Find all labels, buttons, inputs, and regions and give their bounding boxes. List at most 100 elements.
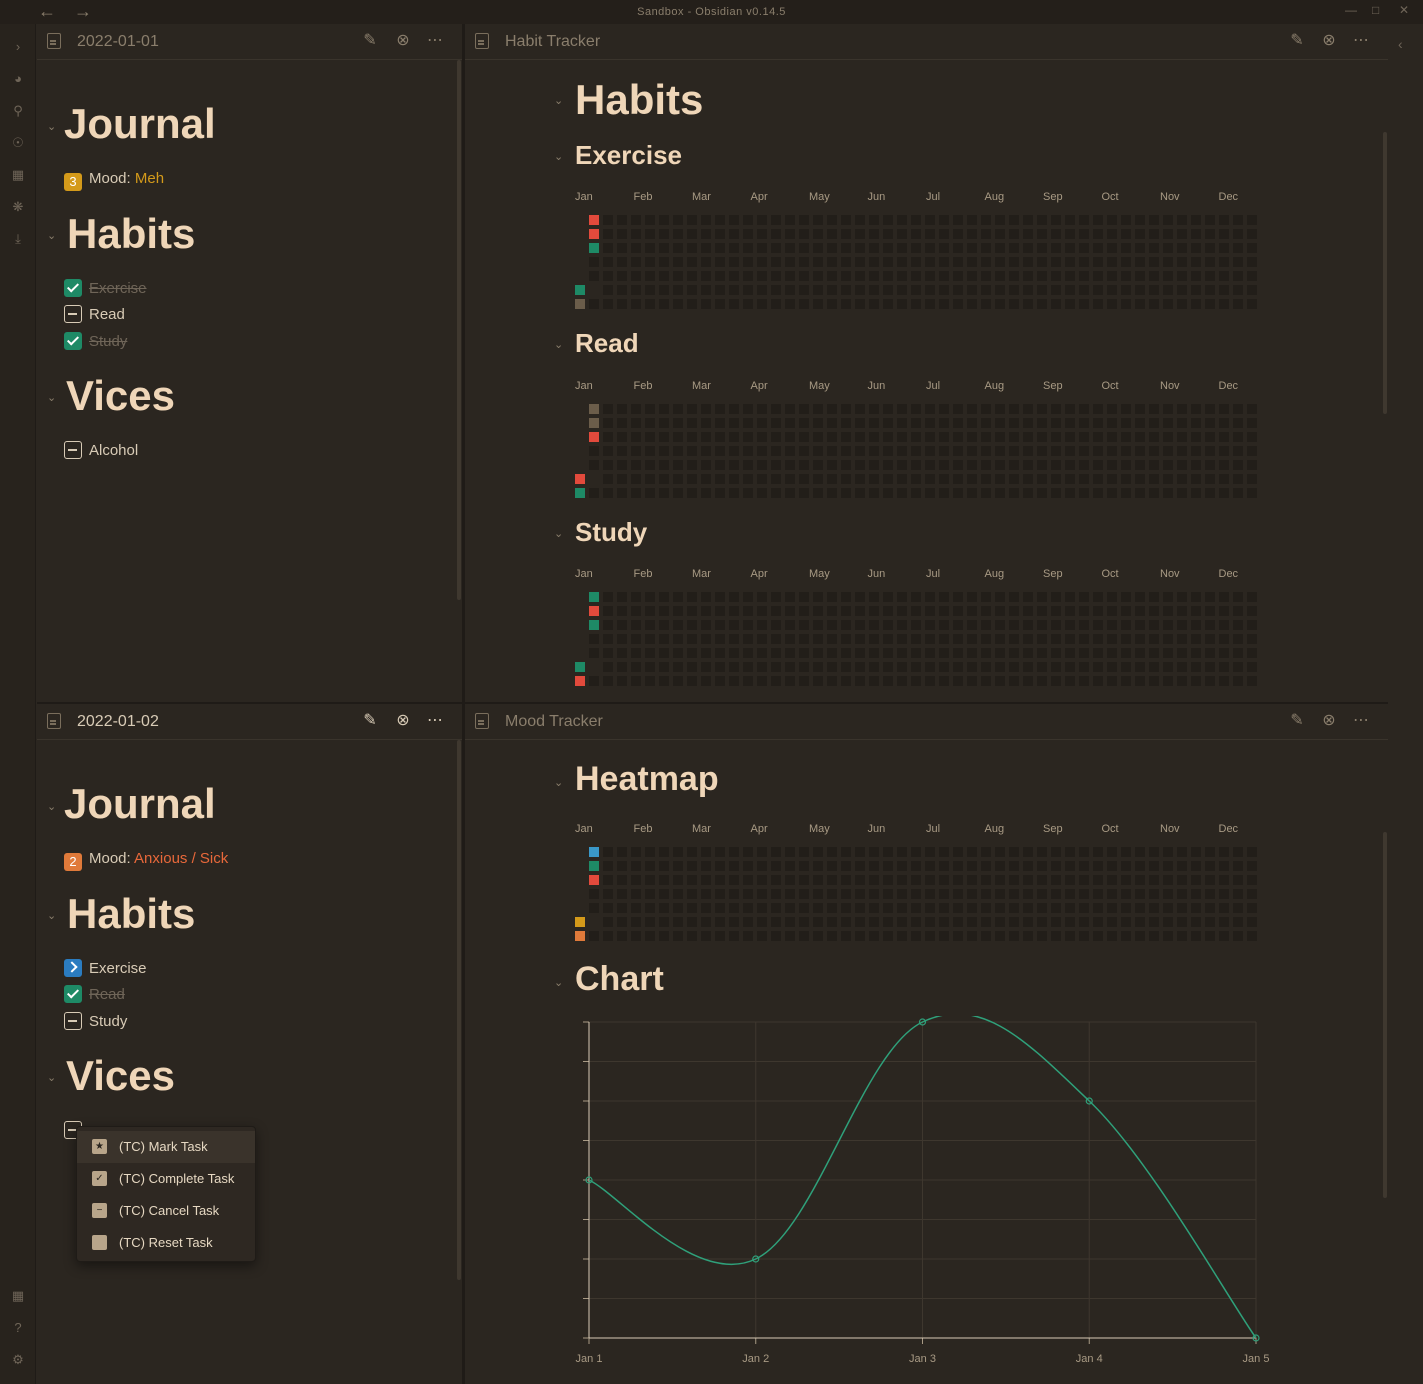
- heatmap-cell[interactable]: [1149, 676, 1159, 686]
- heatmap-cell[interactable]: [995, 243, 1005, 253]
- heatmap-cell[interactable]: [1191, 229, 1201, 239]
- heatmap-cell[interactable]: [785, 418, 795, 428]
- heatmap-cell[interactable]: [673, 861, 683, 871]
- heatmap-cell[interactable]: [1177, 889, 1187, 899]
- heatmap-cell[interactable]: [869, 592, 879, 602]
- heatmap-cell[interactable]: [1247, 917, 1257, 927]
- heatmap-cell[interactable]: [687, 606, 697, 616]
- heatmap-cell[interactable]: [911, 676, 921, 686]
- heatmap-cell[interactable]: [1135, 648, 1145, 658]
- heatmap-cell[interactable]: [1037, 215, 1047, 225]
- heatmap-cell[interactable]: [1051, 917, 1061, 927]
- heatmap-cell[interactable]: [1079, 229, 1089, 239]
- heatmap-cell[interactable]: [1191, 432, 1201, 442]
- heatmap-cell[interactable]: [589, 243, 599, 253]
- heatmap-cell[interactable]: [631, 474, 641, 484]
- heatmap-cell[interactable]: [645, 634, 655, 644]
- heatmap-cell[interactable]: [645, 299, 655, 309]
- heatmap-cell[interactable]: [911, 271, 921, 281]
- heatmap-cell[interactable]: [981, 676, 991, 686]
- heatmap-cell[interactable]: [1247, 285, 1257, 295]
- heatmap-cell[interactable]: [1177, 931, 1187, 941]
- heatmap-cell[interactable]: [1191, 460, 1201, 470]
- heatmap-cell[interactable]: [1107, 662, 1117, 672]
- heatmap-cell[interactable]: [883, 299, 893, 309]
- more-options-icon[interactable]: ⋯: [1353, 32, 1369, 49]
- heatmap-cell[interactable]: [645, 243, 655, 253]
- heatmap-cell[interactable]: [1191, 215, 1201, 225]
- heatmap-cell[interactable]: [869, 215, 879, 225]
- heatmap-cell[interactable]: [1163, 299, 1173, 309]
- heatmap-cell[interactable]: [1135, 446, 1145, 456]
- heatmap-cell[interactable]: [785, 931, 795, 941]
- scrollbar[interactable]: [457, 740, 461, 1280]
- heatmap-cell[interactable]: [1205, 488, 1215, 498]
- task-checkbox[interactable]: [64, 441, 82, 459]
- heatmap-cell[interactable]: [1163, 488, 1173, 498]
- heatmap-cell[interactable]: [659, 404, 669, 414]
- heatmap-cell[interactable]: [729, 676, 739, 686]
- heatmap-cell[interactable]: [1107, 917, 1117, 927]
- task-checkbox[interactable]: [64, 305, 82, 323]
- heatmap-cell[interactable]: [1135, 299, 1145, 309]
- heatmap-cell[interactable]: [729, 474, 739, 484]
- heatmap-cell[interactable]: [1121, 474, 1131, 484]
- heatmap-cell[interactable]: [1009, 460, 1019, 470]
- heatmap-cell[interactable]: [911, 432, 921, 442]
- heatmap-cell[interactable]: [1205, 271, 1215, 281]
- heatmap-cell[interactable]: [743, 861, 753, 871]
- heatmap-cell[interactable]: [939, 404, 949, 414]
- heatmap-cell[interactable]: [673, 271, 683, 281]
- heatmap-cell[interactable]: [687, 215, 697, 225]
- heatmap-cell[interactable]: [1107, 488, 1117, 498]
- heatmap-cell[interactable]: [1093, 460, 1103, 470]
- heatmap-cell[interactable]: [1093, 404, 1103, 414]
- heatmap-cell[interactable]: [897, 285, 907, 295]
- heatmap-cell[interactable]: [659, 606, 669, 616]
- heatmap-cell[interactable]: [715, 299, 725, 309]
- heatmap-cell[interactable]: [687, 488, 697, 498]
- heatmap-cell[interactable]: [1135, 676, 1145, 686]
- heatmap-cell[interactable]: [757, 903, 767, 913]
- heatmap-cell[interactable]: [1149, 606, 1159, 616]
- heatmap-cell[interactable]: [1163, 847, 1173, 857]
- heatmap-cell[interactable]: [855, 418, 865, 428]
- heatmap-cell[interactable]: [1163, 215, 1173, 225]
- heatmap-cell[interactable]: [897, 606, 907, 616]
- heatmap-cell[interactable]: [939, 861, 949, 871]
- heatmap-cell[interactable]: [897, 404, 907, 414]
- heatmap-cell[interactable]: [1233, 285, 1243, 295]
- heatmap-cell[interactable]: [827, 460, 837, 470]
- heatmap-cell[interactable]: [785, 861, 795, 871]
- heatmap-cell[interactable]: [883, 285, 893, 295]
- heatmap-cell[interactable]: [687, 446, 697, 456]
- heatmap-cell[interactable]: [1121, 299, 1131, 309]
- heatmap-cell[interactable]: [925, 875, 935, 885]
- heatmap-cell[interactable]: [953, 847, 963, 857]
- heatmap-cell[interactable]: [1149, 446, 1159, 456]
- heatmap-cell[interactable]: [1107, 634, 1117, 644]
- heatmap-cell[interactable]: [869, 404, 879, 414]
- heatmap-cell[interactable]: [1205, 903, 1215, 913]
- heatmap-cell[interactable]: [785, 257, 795, 267]
- heatmap-cell[interactable]: [1233, 229, 1243, 239]
- heatmap-cell[interactable]: [1065, 488, 1075, 498]
- heatmap-cell[interactable]: [869, 460, 879, 470]
- heatmap-cell[interactable]: [729, 917, 739, 927]
- heatmap-cell[interactable]: [1247, 474, 1257, 484]
- scrollbar[interactable]: [457, 60, 461, 600]
- heatmap-cell[interactable]: [659, 634, 669, 644]
- heatmap-cell[interactable]: [799, 299, 809, 309]
- heatmap-cell[interactable]: [1093, 676, 1103, 686]
- heatmap-cell[interactable]: [1177, 488, 1187, 498]
- download-icon[interactable]: ⤓: [15, 231, 21, 246]
- heatmap-cell[interactable]: [813, 592, 823, 602]
- heatmap-cell[interactable]: [813, 299, 823, 309]
- heatmap-cell[interactable]: [1009, 404, 1019, 414]
- heatmap-cell[interactable]: [1051, 889, 1061, 899]
- heatmap-cell[interactable]: [855, 592, 865, 602]
- heatmap-cell[interactable]: [785, 634, 795, 644]
- heatmap-cell[interactable]: [673, 606, 683, 616]
- heatmap-cell[interactable]: [631, 488, 641, 498]
- heatmap-cell[interactable]: [1009, 875, 1019, 885]
